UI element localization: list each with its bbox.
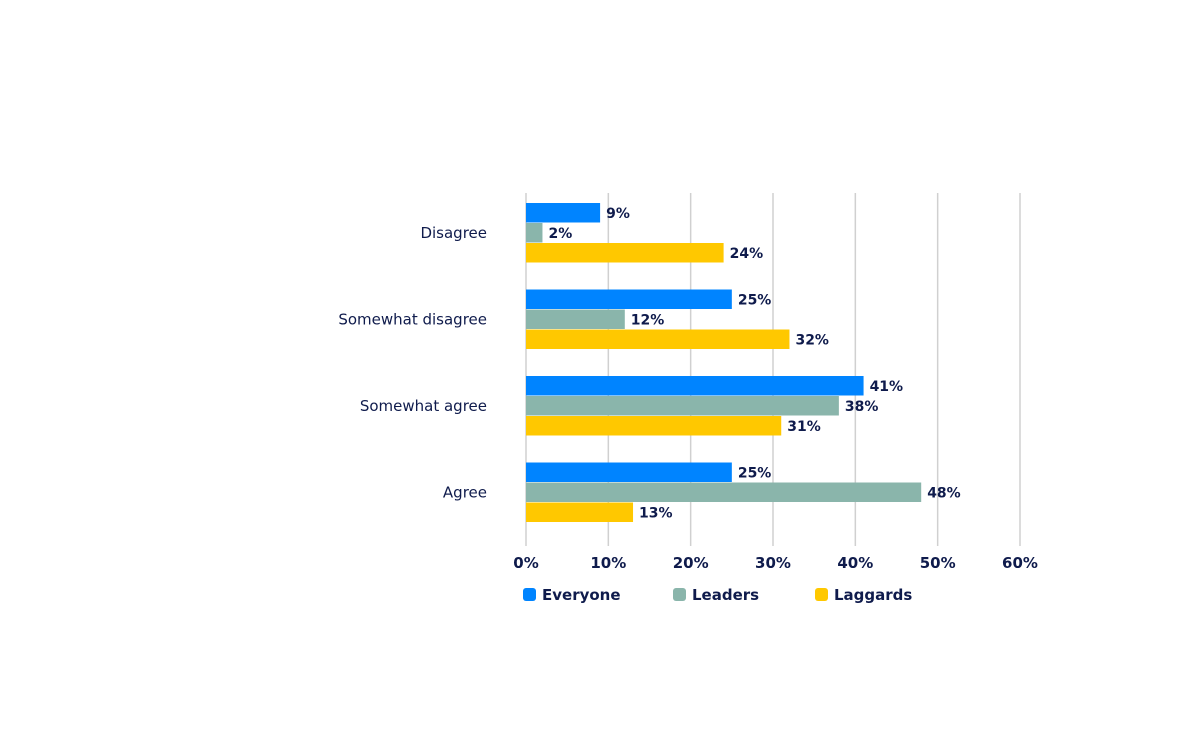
x-tick-label: 50% <box>920 554 956 572</box>
data-label: 41% <box>870 379 904 395</box>
x-tick-label: 0% <box>513 554 538 572</box>
data-label: 13% <box>639 506 673 522</box>
legend-swatch-leaders <box>673 588 686 601</box>
legend-label: Leaders <box>692 586 759 604</box>
bar-leaders <box>526 482 922 502</box>
legend-label: Laggards <box>834 586 912 604</box>
category-label: Disagree <box>420 224 487 242</box>
data-label: 32% <box>795 333 829 349</box>
data-label: 24% <box>730 246 764 262</box>
bar-everyone <box>526 203 601 223</box>
bar-everyone <box>526 376 864 396</box>
legend-swatch-laggards <box>815 588 828 601</box>
bar-laggards <box>526 416 782 436</box>
bar-laggards <box>526 329 790 349</box>
x-tick-label: 20% <box>673 554 709 572</box>
data-label: 48% <box>927 486 961 502</box>
x-tick-label: 40% <box>837 554 873 572</box>
data-label: 38% <box>845 399 879 415</box>
category-label: Somewhat agree <box>360 397 487 415</box>
bar-laggards <box>526 502 634 522</box>
bar-leaders <box>526 396 839 416</box>
data-label: 25% <box>738 466 772 482</box>
data-label: 12% <box>631 313 665 329</box>
x-tick-label: 10% <box>590 554 626 572</box>
bar-everyone <box>526 462 732 482</box>
category-label: Somewhat disagree <box>338 311 487 329</box>
category-label: Agree <box>443 484 487 502</box>
bar-leaders <box>526 223 543 243</box>
legend-swatch-everyone <box>523 588 536 601</box>
data-label: 31% <box>787 419 821 435</box>
bar-everyone <box>526 289 732 309</box>
legend-label: Everyone <box>542 586 621 604</box>
x-tick-label: 60% <box>1002 554 1038 572</box>
x-tick-label: 30% <box>755 554 791 572</box>
data-label: 2% <box>548 226 572 242</box>
bar-leaders <box>526 309 625 329</box>
data-label: 25% <box>738 293 772 309</box>
bar-laggards <box>526 243 724 263</box>
data-label: 9% <box>606 206 630 222</box>
